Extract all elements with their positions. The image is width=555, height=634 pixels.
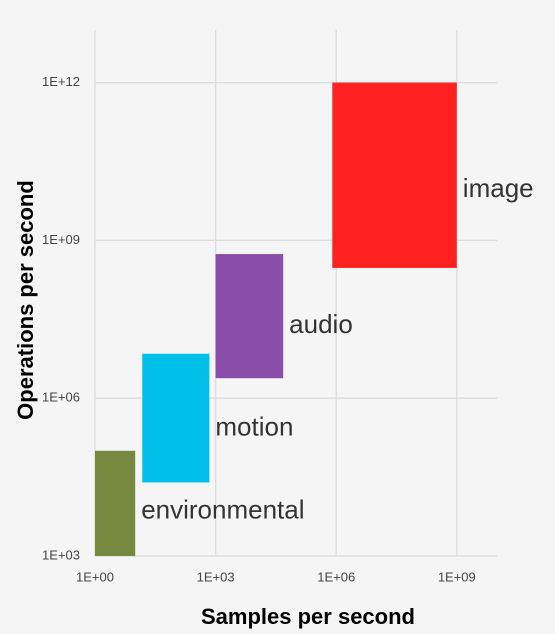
range-box — [142, 353, 210, 483]
y-tick-label: 1E+12 — [42, 74, 80, 89]
x-tick-label: 1E+06 — [317, 569, 355, 584]
y-tick-label: 1E+09 — [42, 232, 80, 247]
series-label: environmental — [141, 495, 304, 525]
x-tick-label: 1E+09 — [438, 569, 476, 584]
range-box — [332, 82, 457, 268]
range-box — [215, 254, 284, 379]
series-label: audio — [289, 309, 353, 339]
x-tick-label: 1E+03 — [197, 569, 235, 584]
series-label: image — [463, 173, 534, 203]
y-tick-label: 1E+06 — [42, 390, 80, 405]
y-tick-label: 1E+03 — [42, 547, 80, 562]
series-label: motion — [215, 411, 293, 441]
x-axis-title: Samples per second — [201, 604, 415, 629]
range-box — [95, 450, 136, 556]
y-axis-title: Operations per second — [13, 180, 38, 420]
x-tick-label: 1E+00 — [76, 569, 114, 584]
